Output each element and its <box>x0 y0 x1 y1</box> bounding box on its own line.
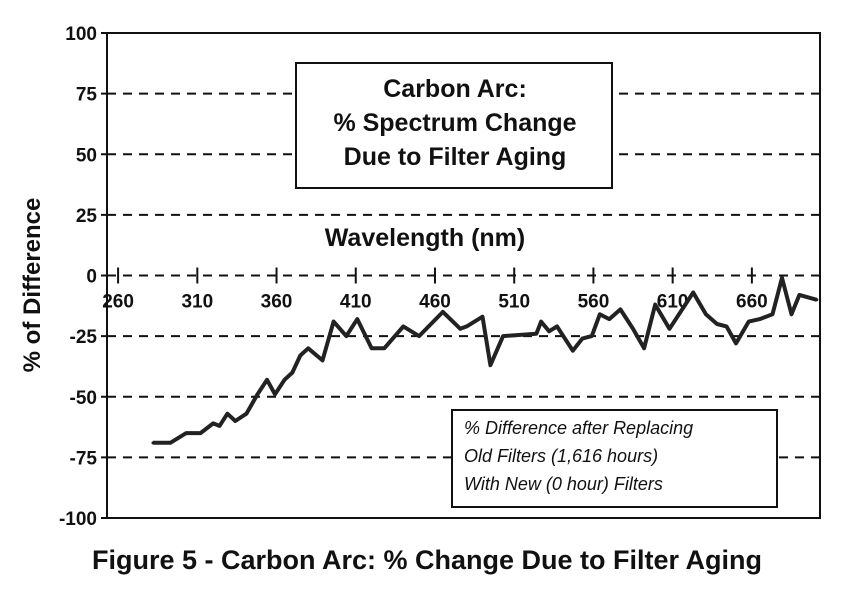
data-point <box>355 317 359 321</box>
data-point <box>417 334 421 338</box>
data-point <box>151 441 155 445</box>
data-point <box>244 412 248 416</box>
data-point <box>217 424 221 428</box>
data-point <box>211 421 215 425</box>
x-tick-label: 460 <box>419 292 451 313</box>
data-point <box>265 378 269 382</box>
data-point <box>401 324 405 328</box>
data-point <box>770 312 774 316</box>
data-point <box>547 329 551 333</box>
figure-caption: Figure 5 - Carbon Arc: % Change Due to F… <box>91 545 763 575</box>
data-point <box>734 341 738 345</box>
x-tick-label: 610 <box>657 292 689 313</box>
data-point <box>571 349 575 353</box>
title-box <box>295 62 613 189</box>
data-point <box>618 307 622 311</box>
data-point <box>198 431 202 435</box>
annotation-line: With New (0 hour) Filters <box>464 474 663 494</box>
chart-title-line: Carbon Arc: <box>383 75 527 103</box>
y-axis-label: % of Difference <box>19 198 46 373</box>
data-point <box>747 320 751 324</box>
data-point <box>815 298 819 302</box>
data-point <box>631 327 635 331</box>
y-tick-label: 25 <box>76 206 98 227</box>
x-tick-label: 410 <box>340 292 372 313</box>
data-point <box>501 334 505 338</box>
data-point <box>598 312 602 316</box>
x-tick-label: 310 <box>181 292 213 313</box>
data-point <box>539 320 543 324</box>
x-tick-label: 360 <box>261 292 293 313</box>
y-tick-label: -50 <box>70 388 97 409</box>
data-point <box>628 322 632 326</box>
data-point <box>715 322 719 326</box>
data-point <box>344 334 348 338</box>
data-point <box>653 303 657 307</box>
data-point <box>225 412 229 416</box>
y-tick-label: -75 <box>70 448 98 469</box>
data-point <box>306 346 310 350</box>
data-point <box>184 431 188 435</box>
data-point <box>642 346 646 350</box>
data-point <box>481 315 485 319</box>
data-point <box>797 293 801 297</box>
data-point <box>273 392 277 396</box>
y-tick-label: 50 <box>76 145 97 166</box>
annotation-line: Old Filters (1,616 hours) <box>464 446 658 466</box>
data-point <box>725 324 729 328</box>
data-point <box>233 419 237 423</box>
data-point <box>382 346 386 350</box>
chart-svg: 100 75 50 25 0 -25 -50 -75 -100 260 310 360 410 460 51… <box>19 24 821 530</box>
chart-title-line: Due to Filter Aging <box>344 143 567 171</box>
data-point <box>465 324 469 328</box>
data-point <box>607 317 611 321</box>
data-point <box>590 334 594 338</box>
x-tick-label: 560 <box>578 292 610 313</box>
data-point <box>168 441 172 445</box>
data-point <box>458 327 462 331</box>
data-point <box>320 358 324 362</box>
data-point <box>488 363 492 367</box>
y-tick-label: 0 <box>86 267 97 288</box>
data-point <box>704 312 708 316</box>
y-tick-label: 75 <box>76 85 98 106</box>
data-point <box>332 320 336 324</box>
y-tick-label: -25 <box>70 327 98 348</box>
x-axis-label: Wavelength (nm) <box>325 224 525 252</box>
data-point <box>780 276 784 280</box>
data-point <box>667 327 671 331</box>
data-point <box>534 332 538 336</box>
data-point <box>298 354 302 358</box>
data-point <box>370 346 374 350</box>
annotation-box <box>451 409 778 508</box>
data-point <box>580 337 584 341</box>
data-point <box>758 317 762 321</box>
chart-title-line: % Spectrum Change <box>333 109 576 137</box>
data-point <box>290 371 294 374</box>
y-tick-label: 100 <box>65 24 97 45</box>
annotation-line: % Difference after Replacing <box>464 418 693 438</box>
data-point <box>691 290 695 294</box>
data-point <box>256 392 260 396</box>
x-tick-label: 510 <box>498 292 530 313</box>
data-point <box>555 324 559 328</box>
data-point <box>441 310 445 314</box>
data-point <box>789 312 793 316</box>
x-tick-label: 660 <box>736 292 768 313</box>
x-tick-label: 260 <box>102 292 134 313</box>
y-tick-label: -100 <box>59 509 97 530</box>
data-point <box>282 378 286 382</box>
